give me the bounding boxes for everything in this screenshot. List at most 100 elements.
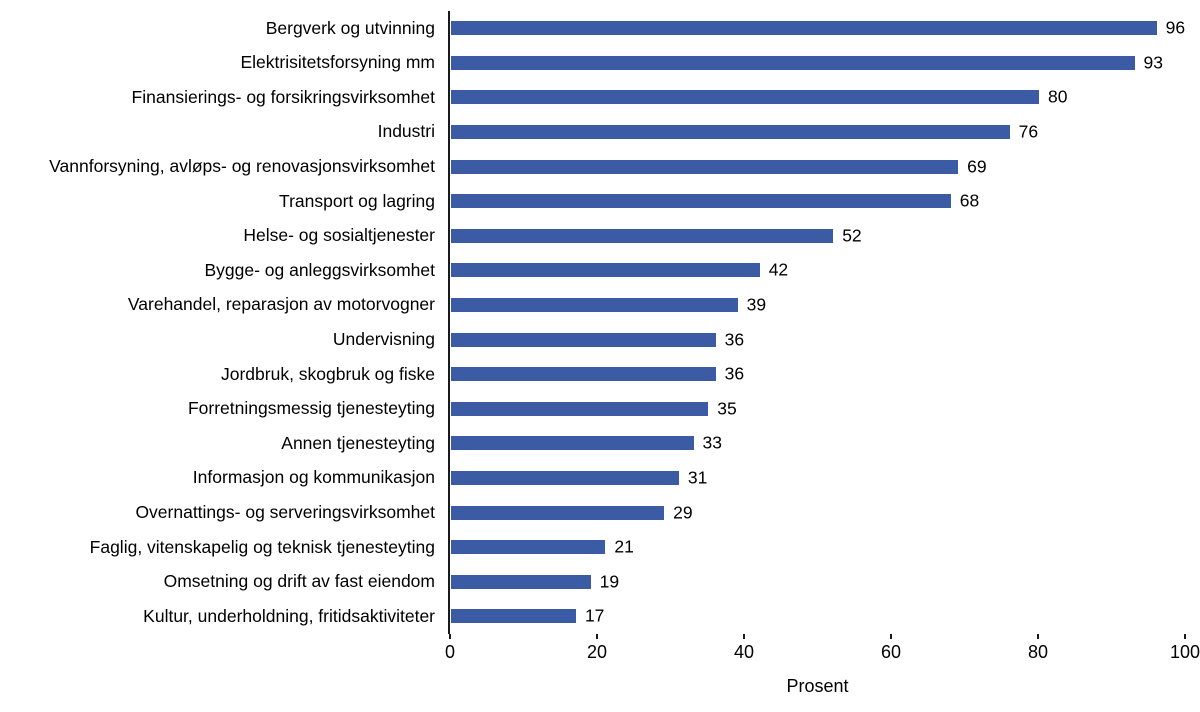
category-label: Informasjon og kommunikasjon: [192, 467, 435, 488]
value-label: 69: [967, 156, 987, 177]
category-label: Kultur, underholdning, fritidsaktivitete…: [143, 605, 435, 626]
bar: [451, 332, 716, 347]
x-tick-label: 80: [1027, 641, 1049, 662]
category-label: Bygge- og anleggsvirksomhet: [204, 259, 435, 280]
category-label: Overnattings- og serveringsvirksomhet: [135, 501, 435, 522]
value-label: 19: [599, 571, 620, 592]
category-label: Elektrisitetsforsyning mm: [240, 52, 436, 73]
bar-rows: Bergverk og utvinning 96 Elektrisitetsfors…: [0, 11, 1185, 634]
bar-row: Vannforsyning, avløps- og renovasjonsvir…: [0, 149, 1185, 184]
x-tick-label: 100: [1169, 641, 1200, 662]
category-label: Omsetning og drift av fast eiendom: [163, 571, 435, 592]
plot-cell: 29: [450, 495, 1185, 530]
value-label: 21: [614, 536, 634, 557]
value-label: 42: [768, 259, 789, 280]
plot-cell: 35: [450, 392, 1185, 427]
plot-cell: 69: [450, 149, 1185, 184]
plot-cell: 68: [450, 184, 1185, 219]
plot-cell: 19: [450, 565, 1185, 600]
plot-cell: 80: [450, 80, 1185, 115]
bar-row: Helse- og sosialtjenester 52: [0, 219, 1185, 254]
bar-row: Overnattings- og serveringsvirksomhet 29: [0, 495, 1185, 530]
bar-row: Finansierings- og forsikringsvirksomhet 8…: [0, 80, 1185, 115]
bar: [451, 21, 1157, 36]
bar: [451, 125, 1010, 140]
category-label: Undervisning: [332, 329, 435, 350]
plot-cell: 17: [450, 599, 1185, 634]
plot-cell: 36: [450, 357, 1185, 392]
bar: [451, 574, 591, 589]
plot-cell: 21: [450, 530, 1185, 565]
bar: [451, 194, 951, 209]
x-tick-mark: [890, 633, 892, 639]
bar: [451, 298, 738, 313]
value-label: 33: [702, 432, 723, 453]
bar: [451, 90, 1039, 105]
bar-row: Faglig, vitenskapelig og teknisk tjenest…: [0, 530, 1185, 565]
value-label: 36: [724, 363, 745, 384]
category-label: Vannforsyning, avløps- og renovasjonsvir…: [49, 156, 435, 177]
bar: [451, 609, 576, 624]
bar-row: Jordbruk, skogbruk og fiske 36: [0, 357, 1185, 392]
y-axis-line: [448, 11, 450, 634]
plot-cell: 76: [450, 115, 1185, 150]
value-label: 36: [724, 329, 745, 350]
value-label: 68: [959, 190, 980, 211]
chart-area: Bergverk og utvinning 96 Elektrisitetsfors…: [0, 11, 1200, 697]
x-tick-mark: [1184, 633, 1186, 639]
bar: [451, 401, 709, 416]
bar: [451, 159, 959, 174]
bar-row: Bygge- og anleggsvirksomhet 42: [0, 253, 1185, 288]
category-label: Varehandel, reparasjon av motorvogner: [127, 294, 435, 315]
plot-cell: 96: [450, 11, 1185, 46]
category-label: Forretningsmessig tjenesteyting: [187, 398, 435, 419]
category-label: Helse- og sosialtjenester: [243, 225, 435, 246]
x-tick-mark: [449, 633, 451, 639]
bar: [451, 55, 1135, 70]
bar-row: Industri 76: [0, 115, 1185, 150]
bar: [451, 263, 760, 278]
category-label: Industri: [377, 121, 435, 142]
bar-row: Varehandel, reparasjon av motorvogner 39: [0, 288, 1185, 323]
bar-row: Informasjon og kommunikasjon 31: [0, 461, 1185, 496]
category-label: Finansierings- og forsikringsvirksomhet: [131, 86, 435, 107]
value-label: 80: [1048, 86, 1068, 107]
x-axis: 0 20 40 60 80 100: [445, 633, 1200, 668]
x-tick-label: 60: [880, 641, 902, 662]
value-label: 39: [746, 294, 767, 315]
x-tick-label: 20: [586, 641, 608, 662]
plot-cell: 33: [450, 426, 1185, 461]
bar-row: Transport og lagring 68: [0, 184, 1185, 219]
x-tick-label: 40: [733, 641, 755, 662]
value-label: 52: [842, 225, 862, 246]
value-label: 35: [717, 398, 737, 419]
bar: [451, 540, 606, 555]
plot-cell: 93: [450, 46, 1185, 81]
value-label: 76: [1018, 121, 1039, 142]
plot-cell: 31: [450, 461, 1185, 496]
plot-cell: 36: [450, 322, 1185, 357]
bar: [451, 505, 665, 520]
x-axis-title: Prosent: [786, 675, 849, 696]
value-label: 93: [1143, 52, 1164, 73]
plot-cell: 52: [450, 219, 1185, 254]
value-label: 17: [584, 605, 605, 626]
category-label: Bergverk og utvinning: [265, 17, 435, 38]
plot-cell: 42: [450, 253, 1185, 288]
x-tick-label: 0: [444, 641, 456, 662]
value-label: 31: [687, 467, 708, 488]
bar-row: Kultur, underholdning, fritidsaktivitete…: [0, 599, 1185, 634]
category-label: Transport og lagring: [279, 190, 435, 211]
x-tick-mark: [743, 633, 745, 639]
bar: [451, 228, 834, 243]
x-tick-mark: [1037, 633, 1039, 639]
bar-row: Bergverk og utvinning 96: [0, 11, 1185, 46]
bar-row: Annen tjenesteyting 33: [0, 426, 1185, 461]
bar: [451, 436, 694, 451]
category-label: Faglig, vitenskapelig og teknisk tjenest…: [89, 536, 435, 557]
value-label: 29: [673, 502, 693, 523]
bar: [451, 471, 679, 486]
bar-row: Omsetning og drift av fast eiendom 19: [0, 565, 1185, 600]
bar-row: Undervisning 36: [0, 322, 1185, 357]
